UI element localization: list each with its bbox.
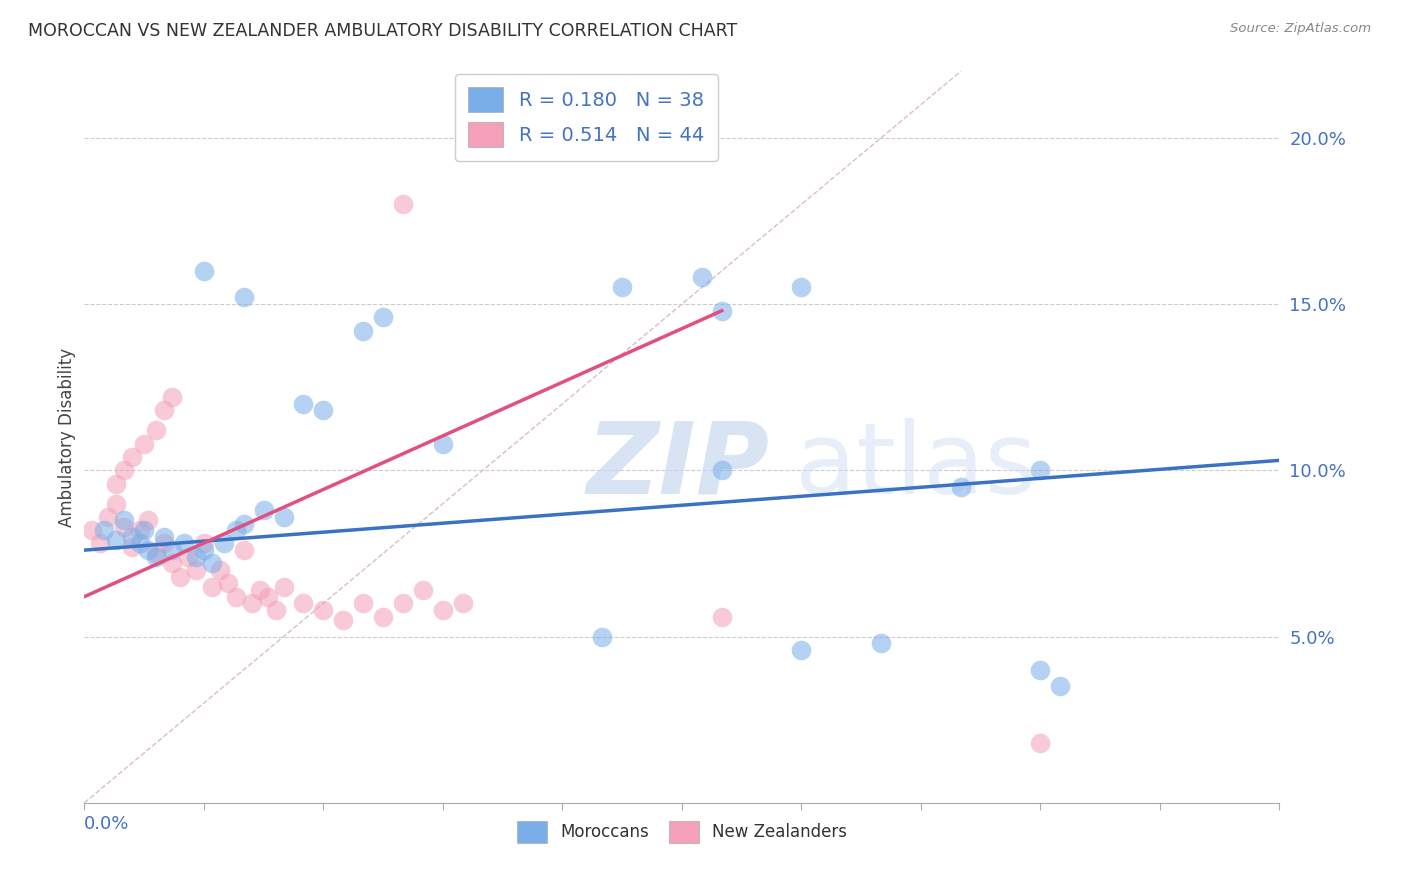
Point	[121, 450, 143, 464]
Point	[240, 596, 263, 610]
Point	[232, 543, 254, 558]
Text: ZIP: ZIP	[586, 417, 769, 515]
Point	[136, 543, 159, 558]
Point	[1029, 736, 1052, 750]
Legend: Moroccans, New Zealanders: Moroccans, New Zealanders	[510, 814, 853, 849]
Point	[312, 403, 335, 417]
Point	[1049, 680, 1071, 694]
Point	[153, 530, 176, 544]
Point	[292, 596, 315, 610]
Point	[112, 520, 135, 534]
Point	[373, 310, 395, 325]
Point	[184, 563, 207, 577]
Point	[217, 576, 239, 591]
Point	[145, 549, 167, 564]
Point	[690, 270, 713, 285]
Point	[292, 397, 315, 411]
Point	[432, 603, 454, 617]
Point	[225, 590, 247, 604]
Text: MOROCCAN VS NEW ZEALANDER AMBULATORY DISABILITY CORRELATION CHART: MOROCCAN VS NEW ZEALANDER AMBULATORY DIS…	[28, 22, 737, 40]
Point	[312, 603, 335, 617]
Point	[153, 536, 176, 550]
Point	[201, 580, 224, 594]
Point	[208, 563, 231, 577]
Point	[392, 197, 415, 211]
Point	[177, 549, 200, 564]
Point	[870, 636, 893, 650]
Point	[173, 536, 195, 550]
Point	[129, 523, 152, 537]
Point	[1029, 463, 1052, 477]
Point	[112, 463, 135, 477]
Point	[710, 303, 733, 318]
Point	[273, 580, 295, 594]
Point	[949, 480, 972, 494]
Point	[710, 463, 733, 477]
Point	[451, 596, 474, 610]
Point	[132, 523, 156, 537]
Text: 0.0%: 0.0%	[84, 814, 129, 832]
Point	[253, 503, 276, 517]
Point	[412, 582, 434, 597]
Point	[160, 543, 183, 558]
Point	[1029, 663, 1052, 677]
Point	[193, 264, 215, 278]
Point	[169, 570, 191, 584]
Point	[89, 536, 111, 550]
Point	[790, 280, 813, 294]
Point	[121, 530, 143, 544]
Point	[232, 290, 254, 304]
Point	[145, 424, 167, 438]
Point	[105, 476, 128, 491]
Point	[153, 403, 176, 417]
Point	[612, 280, 634, 294]
Point	[160, 557, 183, 571]
Point	[97, 509, 120, 524]
Point	[352, 324, 374, 338]
Text: Source: ZipAtlas.com: Source: ZipAtlas.com	[1230, 22, 1371, 36]
Point	[432, 436, 454, 450]
Point	[249, 582, 271, 597]
Point	[710, 609, 733, 624]
Point	[225, 523, 247, 537]
Point	[790, 643, 813, 657]
Point	[392, 596, 415, 610]
Y-axis label: Ambulatory Disability: Ambulatory Disability	[58, 348, 76, 526]
Point	[136, 513, 159, 527]
Point	[332, 613, 354, 627]
Point	[129, 536, 152, 550]
Point	[193, 543, 215, 558]
Point	[232, 516, 254, 531]
Point	[373, 609, 395, 624]
Point	[264, 603, 287, 617]
Point	[132, 436, 156, 450]
Point	[352, 596, 374, 610]
Point	[184, 549, 207, 564]
Point	[256, 590, 278, 604]
Point	[145, 546, 167, 560]
Point	[105, 497, 128, 511]
Point	[591, 630, 613, 644]
Point	[105, 533, 128, 548]
Point	[160, 390, 183, 404]
Point	[121, 540, 143, 554]
Text: atlas: atlas	[796, 417, 1038, 515]
Point	[201, 557, 224, 571]
Point	[273, 509, 295, 524]
Point	[82, 523, 104, 537]
Point	[212, 536, 235, 550]
Point	[112, 513, 135, 527]
Point	[93, 523, 115, 537]
Point	[193, 536, 215, 550]
